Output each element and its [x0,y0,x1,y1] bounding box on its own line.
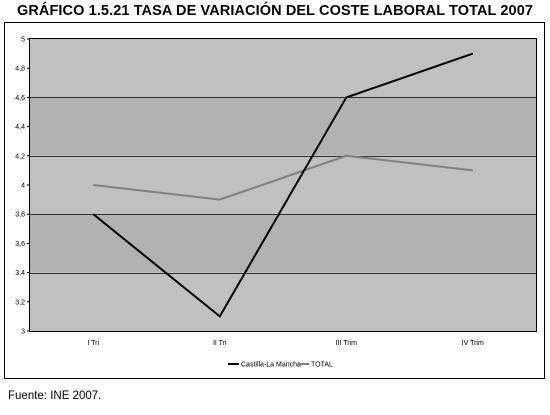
y-tick-label: 4 [21,183,25,190]
y-tick-label: 3,4 [15,270,25,277]
y-tick-label: 3 [21,329,25,336]
y-tick-label: 3,6 [15,241,25,248]
plot-band [30,214,536,273]
y-tick-label: 3,8 [15,212,25,219]
plot-band [30,272,536,331]
series-line [92,52,474,318]
legend-label: Castilla-La Mancha [241,362,301,369]
y-tick-label: 4,2 [15,153,25,160]
x-tick-label: I Tri [87,340,99,347]
plot-band [30,97,536,156]
y-tick-label: 4,6 [15,95,25,102]
source-note: Fuente: INE 2007. [8,390,102,402]
y-tick-label: 4,4 [15,124,25,131]
plot-band [30,39,536,98]
x-tick-label: II Tri [213,340,227,347]
chart-title: GRÁFICO 1.5.21 TASA DE VARIACIÓN DEL COS… [16,3,534,19]
series-line [93,154,473,201]
plot-band [30,155,536,215]
legend-label: TOTAL [311,362,333,369]
x-tick-label: IV Trim [462,340,484,347]
x-tick-label: III Trim [336,340,358,347]
y-tick-label: 3,2 [15,299,25,306]
y-tick-label: 4,8 [15,66,25,73]
y-tick-label: 5 [21,37,25,44]
